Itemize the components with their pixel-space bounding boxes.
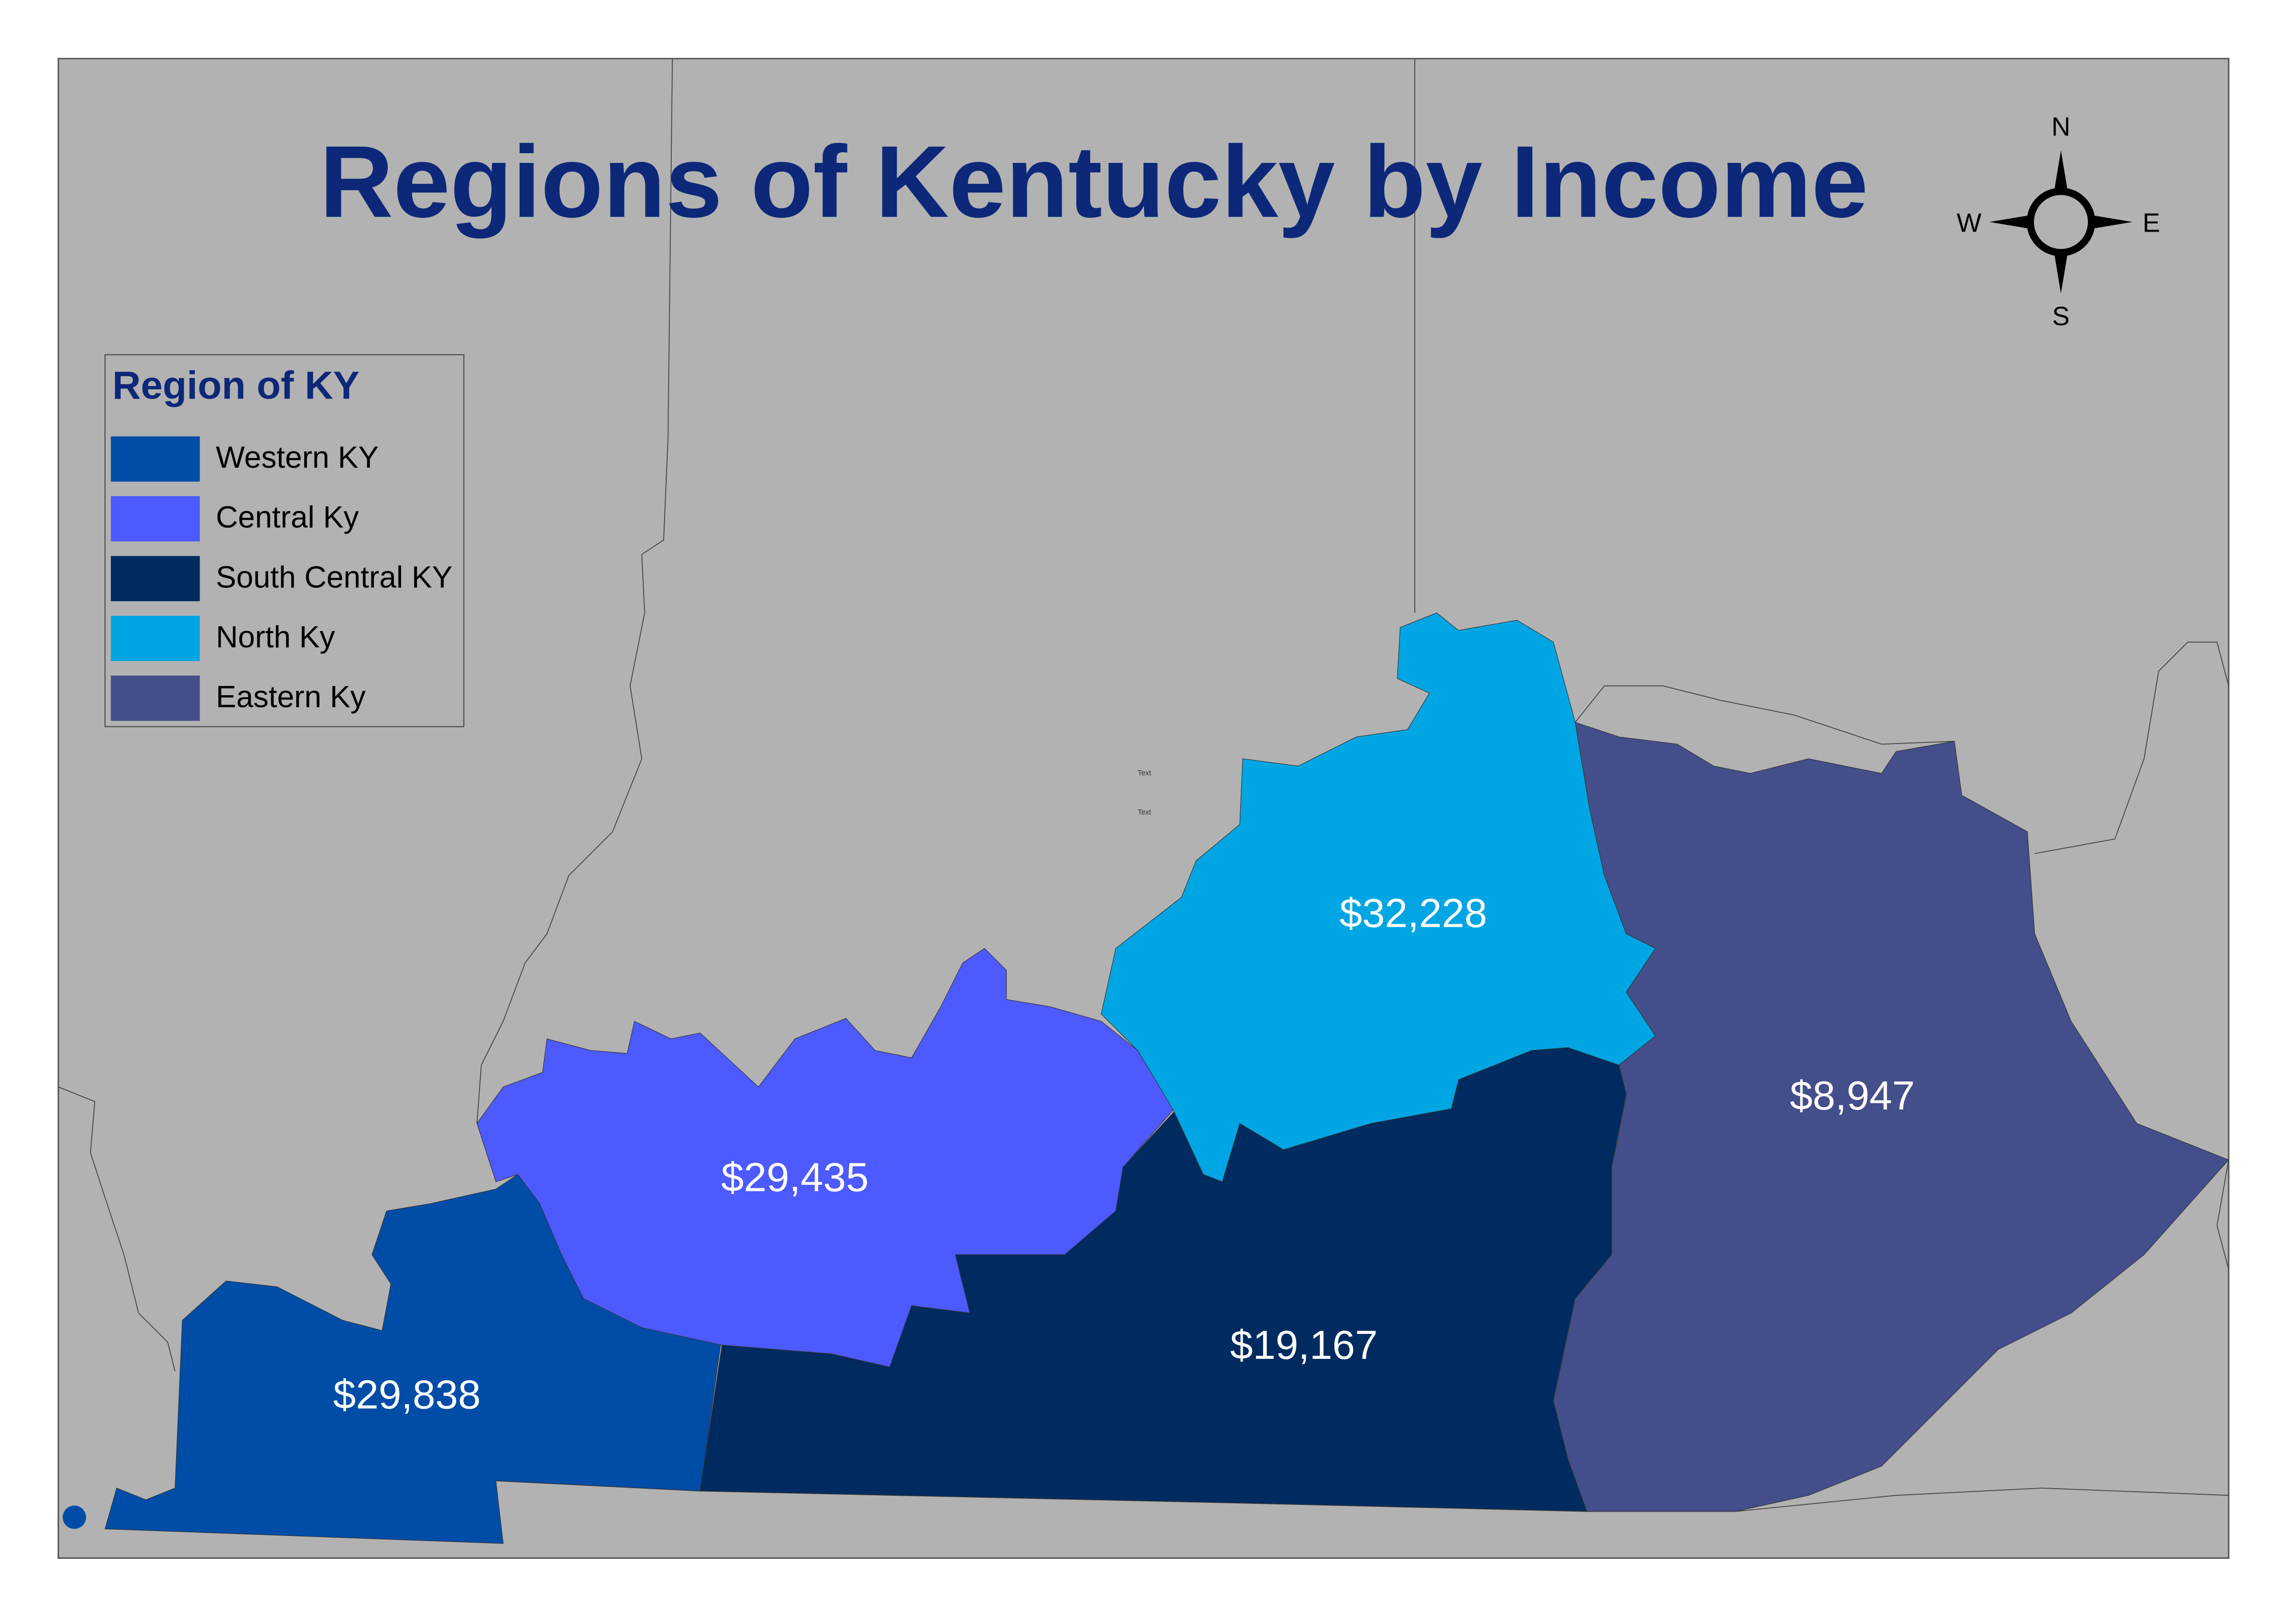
compass-letter: S: [2052, 301, 2070, 331]
legend-swatch: [110, 436, 200, 482]
legend-label: Western KY: [216, 440, 379, 474]
legend-swatch: [110, 675, 200, 721]
title: Regions of Kentucky by Income: [320, 124, 1868, 239]
compass: N S E W: [1957, 111, 2160, 331]
legend-swatch: [110, 556, 200, 602]
region-labels: $29,838 $29,435 $19,167 $32,228 $8,947: [333, 891, 1915, 1418]
income-label: $32,228: [1339, 891, 1487, 936]
legend-swatch: [110, 496, 200, 542]
legend-items: Western KY Central Ky South Central KY Nort…: [110, 436, 452, 721]
map-label: Text: [1138, 809, 1151, 817]
map-label: Text: [1138, 769, 1151, 777]
legend-label: North Ky: [216, 620, 335, 654]
region-shape: [1553, 722, 2229, 1512]
river-island: [63, 1505, 87, 1529]
legend-swatch: [110, 616, 200, 661]
region-shape: [104, 1174, 723, 1544]
legend-title: Region of KY: [112, 363, 360, 407]
income-label: $29,838: [333, 1372, 481, 1417]
legend-box: [104, 354, 465, 727]
legend-label: South Central KY: [216, 560, 452, 594]
income-label: $19,167: [1230, 1322, 1378, 1368]
legend-label: Central Ky: [216, 500, 359, 534]
income-label: $29,435: [721, 1154, 869, 1200]
income-label: $8,947: [1790, 1073, 1914, 1119]
compass-letter: W: [1957, 208, 1982, 238]
compass-letter: E: [2142, 208, 2160, 238]
regions: [104, 612, 2229, 1544]
compass-letter: N: [2051, 111, 2070, 141]
region-shape: [476, 948, 1175, 1367]
legend-label: Eastern Ky: [216, 679, 365, 714]
